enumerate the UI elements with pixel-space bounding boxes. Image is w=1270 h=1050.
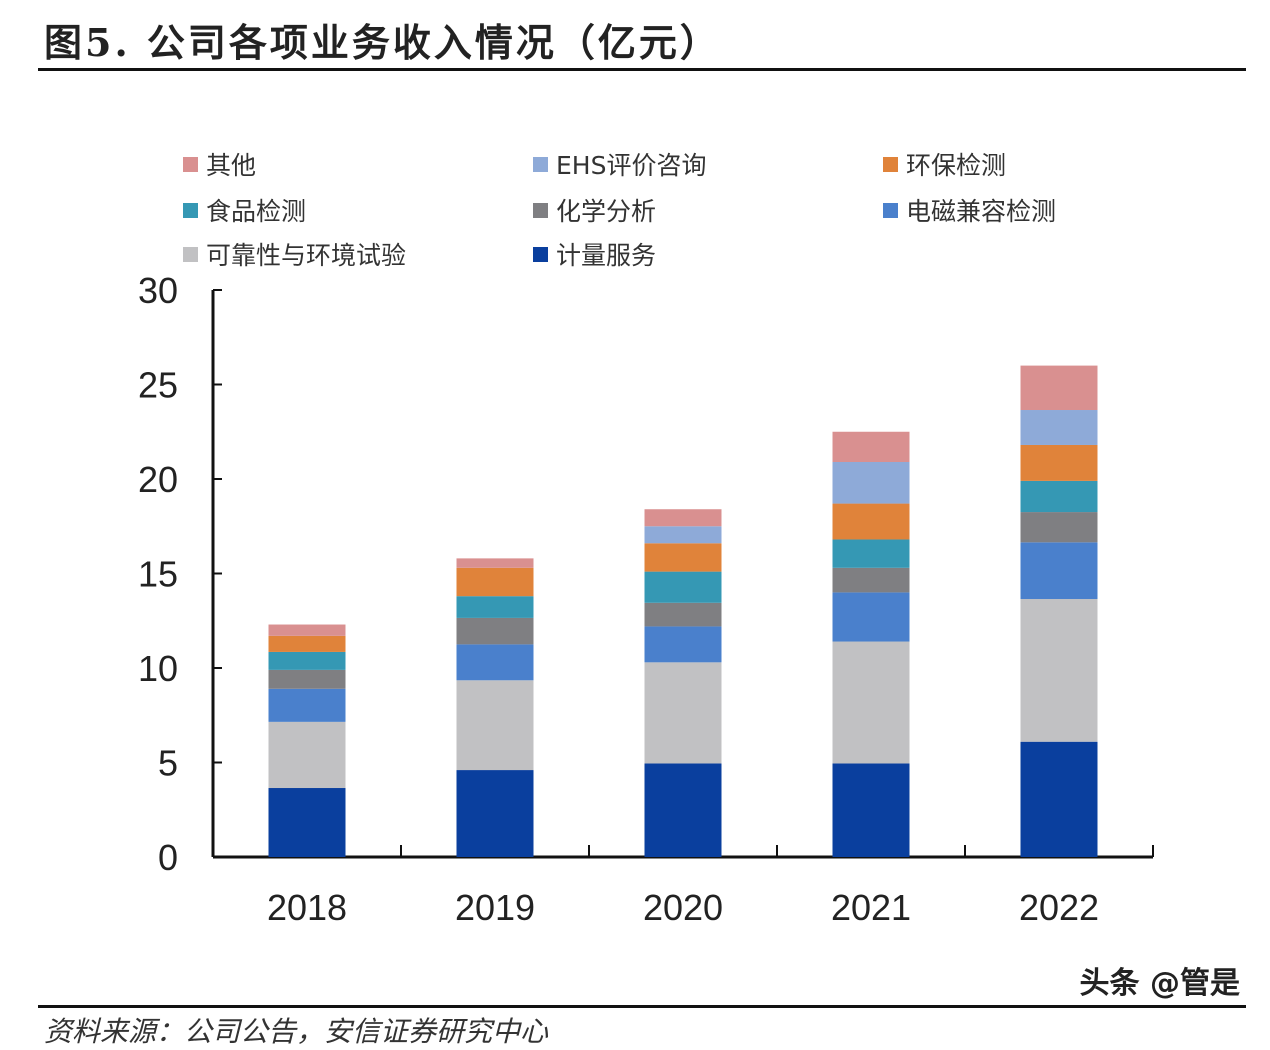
x-tick-label: 2020 [643, 887, 723, 928]
legend-label: EHS评价咨询 [556, 151, 707, 180]
chart-plot: 0 5 10 15 20 25 30 2018 2019 2020 2021 2022 [138, 270, 1154, 928]
legend-item: 计量服务 [533, 236, 656, 272]
bar-segment [644, 626, 722, 663]
y-tick-label: 20 [138, 459, 178, 500]
bar-segment [832, 431, 910, 462]
x-tick-label: 2022 [1019, 887, 1099, 928]
legend-label: 电磁兼容检测 [906, 197, 1057, 226]
bar-segment [456, 558, 534, 568]
legend-swatch [533, 202, 548, 218]
legend-swatch [533, 246, 548, 262]
bar-segment [268, 788, 346, 857]
source-note: 资料来源：公司公告，安信证券研究中心 [44, 1015, 549, 1048]
bar-segment [1020, 542, 1098, 600]
legend-label: 可靠性与环境试验 [206, 241, 407, 270]
footer-rule [38, 1005, 1246, 1008]
bar-segment [832, 592, 910, 642]
x-tick-label: 2018 [267, 887, 347, 928]
bar-segment [832, 503, 910, 540]
bar-segment [456, 680, 534, 771]
bar-segment [268, 624, 346, 636]
legend-label: 食品检测 [206, 197, 307, 226]
legend-swatch [883, 202, 898, 218]
legend-item: 环保检测 [883, 146, 1006, 182]
bar-segment [268, 721, 346, 789]
bar-segment [456, 567, 534, 597]
legend-swatch [183, 202, 198, 218]
x-tick-label: 2021 [831, 887, 911, 928]
bar-segment [644, 662, 722, 764]
legend-item: 化学分析 [533, 192, 656, 228]
y-tick-label: 15 [138, 554, 178, 595]
bar-segment [1020, 444, 1098, 481]
legend-label: 环保检测 [906, 151, 1007, 180]
legend-label: 其他 [206, 151, 257, 180]
legend-label: 计量服务 [556, 241, 657, 270]
bar-segment [268, 669, 346, 689]
watermark: 头条 @管是 [1079, 966, 1240, 1001]
legend-swatch [533, 156, 548, 172]
bar-segment [832, 539, 910, 568]
y-tick-label: 0 [158, 837, 178, 878]
bar-segment [832, 763, 910, 857]
legend-swatch [883, 156, 898, 172]
y-tick-label: 30 [138, 270, 178, 311]
bar-segment [644, 763, 722, 857]
bar-segment [1020, 512, 1098, 543]
bar-segment [268, 635, 346, 652]
bar-segment [832, 567, 910, 593]
bar-segment [644, 602, 722, 627]
bar-segment [268, 688, 346, 722]
bar-segment [1020, 480, 1098, 513]
legend-swatch [183, 246, 198, 262]
bar-segment [832, 461, 910, 504]
bar-segment [456, 644, 534, 681]
bar-segment [644, 543, 722, 572]
bar-segment [456, 617, 534, 645]
legend-item: 食品检测 [183, 192, 306, 228]
legend-label: 化学分析 [556, 197, 657, 226]
legend-swatch [183, 156, 198, 172]
bar-segment [1020, 599, 1098, 742]
legend-item: EHS评价咨询 [533, 146, 706, 182]
title-rule [38, 68, 1246, 71]
bar-segment [644, 571, 722, 603]
legend-item: 其他 [183, 146, 256, 182]
bar-segment [644, 509, 722, 527]
legend-item: 可靠性与环境试验 [183, 236, 406, 272]
bar-segment [456, 770, 534, 857]
y-tick-label: 25 [138, 365, 178, 406]
legend-item: 电磁兼容检测 [883, 192, 1056, 228]
y-tick-label: 5 [158, 743, 178, 784]
bar-segment [268, 651, 346, 670]
x-tick-label: 2019 [455, 887, 535, 928]
bar-segment [832, 641, 910, 764]
bar-segment [1020, 365, 1098, 411]
chart-title: 图5. 公司各项业务收入情况（亿元） [44, 20, 721, 65]
y-tick-label: 10 [138, 648, 178, 689]
bar-segment [1020, 741, 1098, 857]
bar-segment [456, 596, 534, 618]
bar-segment [644, 526, 722, 544]
bar-segment [1020, 410, 1098, 445]
